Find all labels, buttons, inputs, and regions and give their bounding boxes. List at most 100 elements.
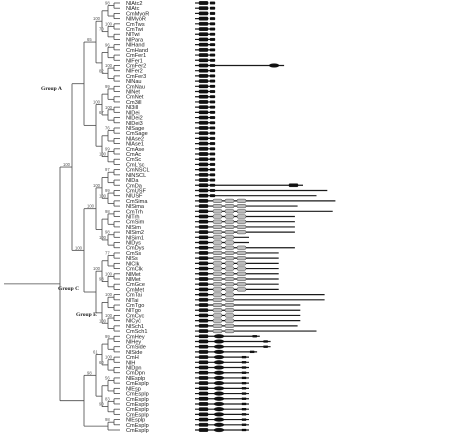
bhlh-domain	[198, 1, 209, 5]
pas-domain	[224, 318, 235, 323]
bhlh-domain	[198, 370, 209, 375]
motif	[209, 168, 216, 172]
protein-diagram	[195, 266, 279, 271]
bhlh-domain	[198, 131, 209, 136]
wrpw-motif	[241, 355, 247, 359]
bhlh-domain	[198, 386, 209, 391]
bootstrap-value: 100	[105, 63, 113, 68]
gene-label: CmDa	[126, 183, 143, 189]
bootstrap-value: 83	[105, 396, 110, 401]
protein-diagram	[195, 183, 303, 188]
orange-domain	[213, 339, 225, 344]
motif	[209, 121, 216, 125]
protein-diagram	[195, 276, 279, 281]
bhlh-domain	[198, 126, 209, 130]
bhlh-domain	[198, 277, 209, 281]
gene-label: CmSch1	[126, 329, 147, 335]
group-a-label: Group A	[41, 86, 62, 92]
bhlh-domain	[198, 94, 209, 99]
wrpw-motif	[241, 408, 247, 411]
bhlh-domain	[198, 42, 209, 47]
motif	[209, 110, 216, 114]
pas-domain	[212, 235, 223, 240]
gene-label: CmEsplp	[126, 397, 149, 403]
motif	[209, 173, 216, 177]
bootstrap-value: 99	[105, 334, 110, 339]
gene-label: NlDa	[126, 178, 139, 184]
protein-diagram	[195, 271, 279, 276]
protein-diagram	[195, 172, 216, 177]
group-labels: Group A Group C Group E	[41, 86, 97, 318]
protein-diagram	[195, 240, 249, 245]
pas-domain	[236, 209, 247, 214]
gene-label: NlTai	[126, 298, 138, 304]
protein-diagram	[195, 375, 249, 380]
protein-diagram	[195, 349, 258, 354]
motif	[209, 48, 216, 52]
bootstrap-value: 98	[87, 370, 92, 375]
bootstrap-value: 100	[93, 16, 101, 21]
wrpw-motif	[241, 402, 247, 406]
motif	[209, 22, 216, 26]
pas-domain	[212, 230, 223, 235]
protein-diagram	[195, 365, 249, 370]
orange-domain	[213, 370, 225, 375]
protein-diagram	[195, 391, 249, 396]
protein-diagram	[195, 68, 216, 73]
gene-label: NlDei2	[126, 116, 143, 122]
protein-diagram	[195, 339, 271, 344]
gene-label: NlSs	[126, 256, 138, 262]
gene-label: CmEsplp	[126, 381, 149, 387]
bhlh-domain	[198, 172, 209, 177]
orange-domain	[213, 381, 225, 386]
pas-domain	[212, 266, 223, 271]
pas-domain	[212, 214, 223, 219]
gene-label: CmSs	[126, 251, 141, 257]
pas-domain	[212, 245, 223, 250]
motif	[209, 105, 216, 109]
bootstrap-value: 99	[105, 146, 110, 151]
bhlh-domain	[198, 188, 209, 193]
orange-domain	[213, 355, 225, 360]
protein-diagram	[195, 318, 301, 323]
bootstrap-value: 99	[105, 188, 110, 193]
pas-domain	[224, 323, 235, 328]
gene-label: CmNSCL	[126, 168, 150, 174]
wrpw-motif	[241, 387, 247, 390]
gene-label: NlFer1	[126, 58, 143, 64]
gene-label: CmH	[126, 355, 139, 361]
bhlh-domain	[198, 261, 209, 266]
gene-label: CmUSF	[126, 188, 146, 194]
orange-domain	[213, 344, 225, 349]
bootstrap-value: 100	[105, 355, 113, 360]
motif	[209, 74, 216, 78]
bhlh-domain	[198, 329, 209, 333]
bhlh-domain	[198, 313, 209, 318]
gene-label: NlSim1	[126, 235, 144, 241]
bhlh-domain	[198, 287, 209, 292]
pas-domain	[236, 250, 247, 255]
bhlh-domain	[198, 27, 209, 31]
protein-diagram	[195, 141, 216, 146]
bootstrap-value: 82	[99, 68, 104, 73]
pas-domain	[224, 245, 235, 250]
pas-domain	[224, 224, 235, 229]
gene-label: NlTwi	[126, 32, 140, 38]
protein-diagram	[195, 89, 216, 94]
motif	[209, 17, 216, 21]
bhlh-domain	[198, 407, 209, 412]
gene-label: CmEsplp	[126, 392, 149, 398]
gene-label: NlUSF	[126, 194, 143, 200]
protein-diagram	[195, 42, 216, 47]
bhlh-domain	[198, 58, 209, 63]
motif	[209, 95, 216, 99]
pas-domain	[236, 287, 247, 292]
protein-diagram	[195, 334, 260, 339]
pas-domain	[212, 303, 223, 308]
bootstrap-value: 77	[105, 251, 110, 256]
protein-diagram	[195, 209, 333, 214]
bhlh-domain	[198, 178, 209, 182]
protein-diagram	[195, 27, 216, 31]
bhlh-domain	[198, 136, 209, 141]
